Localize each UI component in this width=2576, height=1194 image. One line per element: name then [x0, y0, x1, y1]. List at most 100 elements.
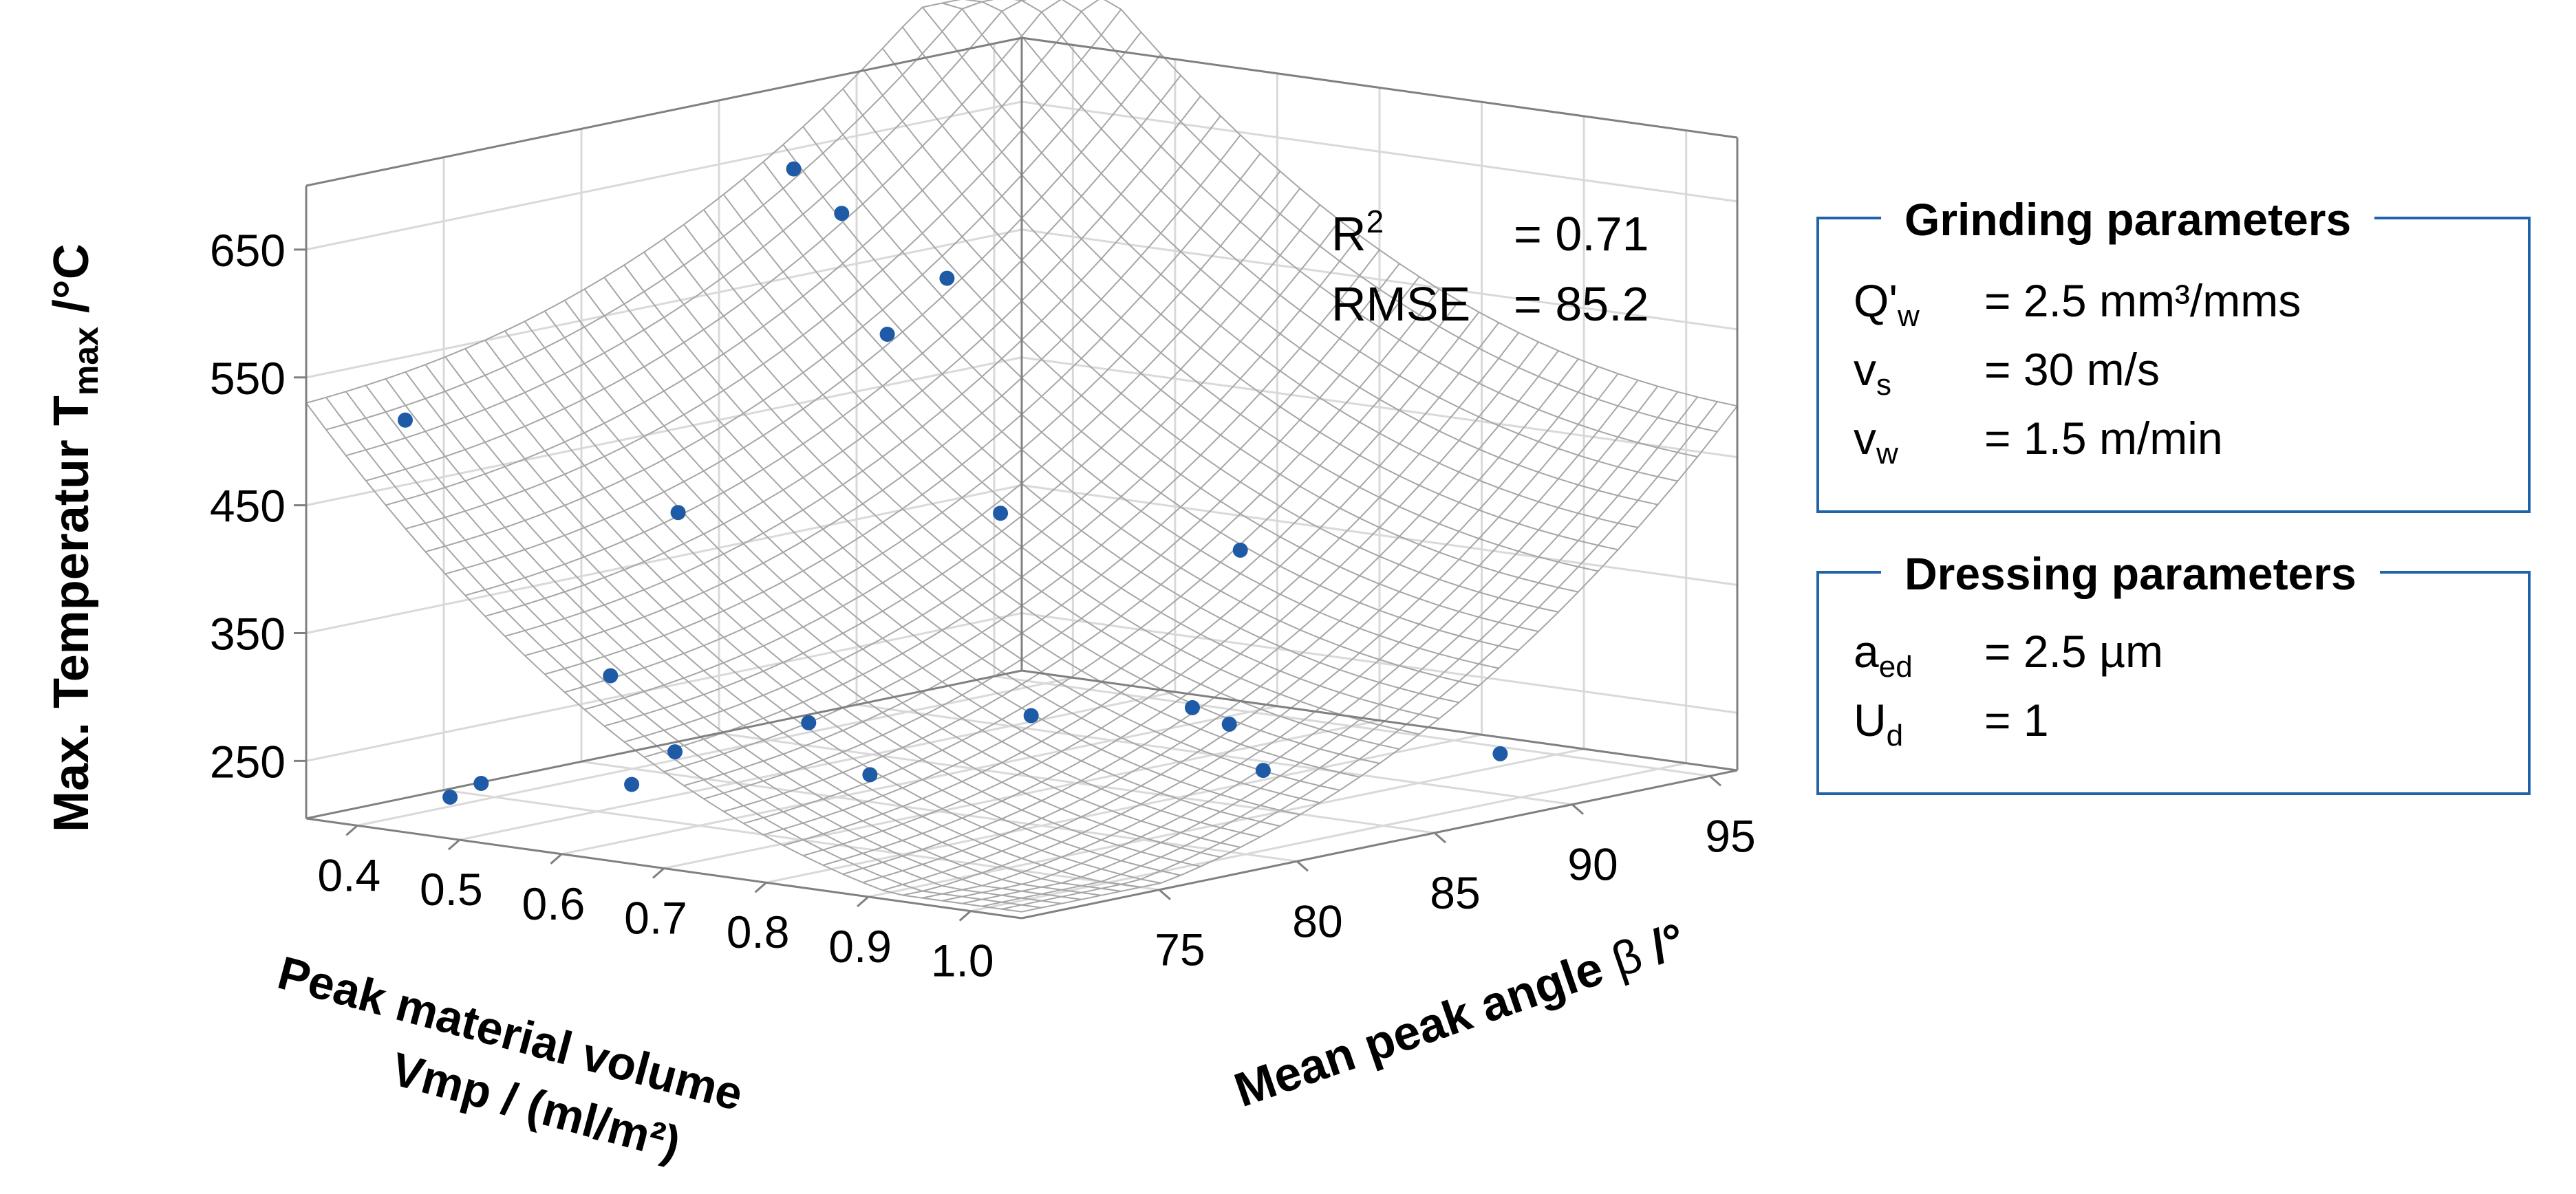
- surface-mesh-line: [981, 396, 1698, 907]
- surface-mesh-line: [802, 126, 1519, 651]
- surface-mesh-line: [385, 378, 1102, 896]
- x-tick-label: 0.7: [624, 893, 687, 944]
- y-tick: [1296, 860, 1309, 872]
- tick-labels: 250 350 450 550 650 0.4 0.5 0.6 0.7 0.8 0.9 1.0 75 80…: [210, 225, 1756, 986]
- z-tick-label: 650: [210, 225, 286, 276]
- x-tick: [652, 867, 665, 879]
- surface-mesh-line: [365, 384, 1082, 900]
- data-point: [1255, 763, 1271, 779]
- x-tick-label: 0.5: [420, 864, 483, 915]
- z-tick-label: 550: [210, 353, 286, 404]
- data-point: [801, 715, 817, 730]
- y-tick-label: 75: [1155, 924, 1205, 975]
- surface-mesh-line: [1001, 401, 1718, 910]
- surface-mesh-line: [683, 224, 1400, 750]
- axis-edge: [1021, 36, 1738, 139]
- data-point: [398, 412, 413, 428]
- x-tick-label: 0.6: [522, 878, 586, 929]
- axes-box: [294, 36, 1739, 922]
- param-a-ed: aed = 2.5 µm: [1854, 626, 2163, 684]
- surface-mesh-line: [305, 402, 1022, 913]
- r2-value: = 0.71: [1514, 207, 1649, 261]
- y-tick-label: 80: [1292, 896, 1342, 946]
- data-point: [1221, 716, 1237, 732]
- x-tick: [754, 882, 767, 893]
- grinding-parameters-box: Grinding parameters Q'w = 2.5 mm³/mms vs =…: [1816, 193, 2531, 513]
- x-floor-gridline: [356, 676, 1073, 827]
- data-point: [786, 161, 802, 177]
- dressing-parameters-title: Dressing parameters: [1881, 547, 2380, 600]
- x-floor-gridline: [868, 748, 1585, 898]
- y-tick-label: 95: [1705, 810, 1755, 861]
- surface-mesh-line: [345, 391, 1062, 904]
- z-axis-title: Max. Temperatur Tmax /°C: [44, 243, 105, 832]
- data-points: [398, 161, 1508, 805]
- x-tick-label: 0.9: [828, 921, 892, 972]
- rmse-label: RMSE: [1331, 277, 1470, 331]
- x-tick: [345, 825, 358, 836]
- data-point: [1023, 708, 1039, 724]
- grinding-parameters-title: Grinding parameters: [1881, 193, 2375, 246]
- surface-mesh-line: [922, 380, 1639, 899]
- surface-mesh-line: [444, 54, 1161, 575]
- surface-mesh-line: [1021, 405, 1738, 913]
- dressing-parameters-box: Dressing parameters aed = 2.5 µm Ud = 1: [1816, 547, 2531, 795]
- surface-mesh-line: [763, 312, 1480, 836]
- z-tick-label: 350: [210, 609, 286, 660]
- surface-mesh-line: [405, 371, 1121, 892]
- axis-edge: [305, 669, 1022, 820]
- x-tick: [550, 853, 563, 865]
- axis-edge: [1021, 769, 1738, 920]
- x-tick: [447, 838, 460, 851]
- data-point: [939, 270, 955, 286]
- surface-mesh-line: [544, 153, 1261, 675]
- surface-mesh-line: [921, 6, 1638, 528]
- data-point: [1185, 699, 1200, 715]
- surface-mesh-line: [942, 385, 1659, 902]
- y-tick: [1571, 803, 1584, 815]
- data-point: [473, 776, 489, 791]
- data-point: [667, 744, 683, 760]
- surface-mesh-line: [902, 373, 1619, 896]
- surface-mesh-line: [623, 264, 1340, 791]
- data-point: [442, 790, 458, 805]
- surface-mesh-line: [842, 350, 1559, 875]
- y-tick: [1434, 832, 1446, 844]
- surface-mesh-line: [484, 339, 1201, 867]
- param-q-w: Q'w = 2.5 mm³/mms: [1854, 275, 2301, 333]
- param-v-w: vw = 1.5 m/min: [1854, 413, 2223, 470]
- surface-mesh-line: [962, 391, 1679, 904]
- axis-edge: [1021, 669, 1738, 772]
- x-floor-gridline: [459, 691, 1176, 841]
- y-tick: [1159, 889, 1171, 900]
- y-tick: [1709, 775, 1721, 787]
- surface-mesh-line: [643, 235, 1360, 758]
- surface-mesh-line: [325, 397, 1042, 909]
- x-floor-gridline: [663, 719, 1380, 869]
- z-tick-label: 450: [210, 481, 286, 532]
- data-point: [670, 505, 686, 521]
- surface-mesh-line: [842, 88, 1559, 613]
- x-tick-label: 0.8: [727, 907, 790, 957]
- z-tick-label: 250: [210, 736, 286, 787]
- y-tick-label: 85: [1430, 867, 1480, 918]
- r2-label: R2: [1331, 204, 1384, 261]
- data-point: [879, 327, 895, 342]
- x-tick-label: 0.4: [317, 849, 380, 900]
- data-point: [1232, 542, 1248, 558]
- surface-mesh-line: [484, 95, 1201, 617]
- param-u-d: Ud = 1: [1854, 695, 2049, 752]
- axis-edge: [305, 36, 1022, 187]
- y-tick-label: 90: [1567, 839, 1618, 890]
- rmse-value: = 85.2: [1514, 277, 1649, 331]
- data-point: [862, 767, 878, 783]
- x-tick-label: 1.0: [931, 935, 994, 986]
- x-tick: [857, 896, 870, 908]
- surface-mesh-line: [604, 204, 1321, 727]
- data-point: [624, 777, 640, 792]
- data-point: [1492, 746, 1508, 761]
- param-v-s: vs = 30 m/s: [1854, 344, 2160, 402]
- data-point: [993, 506, 1009, 521]
- data-point: [603, 668, 619, 684]
